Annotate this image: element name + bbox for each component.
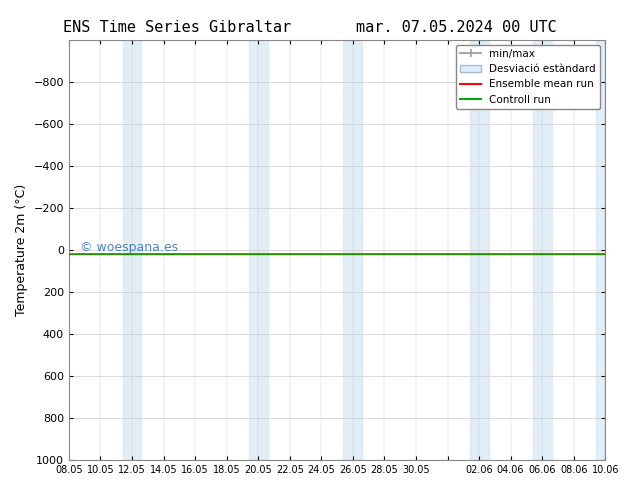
Bar	[470, 40, 489, 460]
Bar	[249, 40, 268, 460]
Bar	[344, 40, 362, 460]
Bar	[596, 40, 615, 460]
Text: © woespana.es: © woespana.es	[80, 242, 178, 254]
Text: ENS Time Series Gibraltar: ENS Time Series Gibraltar	[63, 20, 292, 35]
Text: mar. 07.05.2024 00 UTC: mar. 07.05.2024 00 UTC	[356, 20, 557, 35]
Y-axis label: Temperature 2m (°C): Temperature 2m (°C)	[15, 184, 28, 316]
Legend: min/max, Desviació estàndard, Ensemble mean run, Controll run: min/max, Desviació estàndard, Ensemble m…	[456, 45, 600, 109]
Bar	[122, 40, 141, 460]
Bar	[533, 40, 552, 460]
